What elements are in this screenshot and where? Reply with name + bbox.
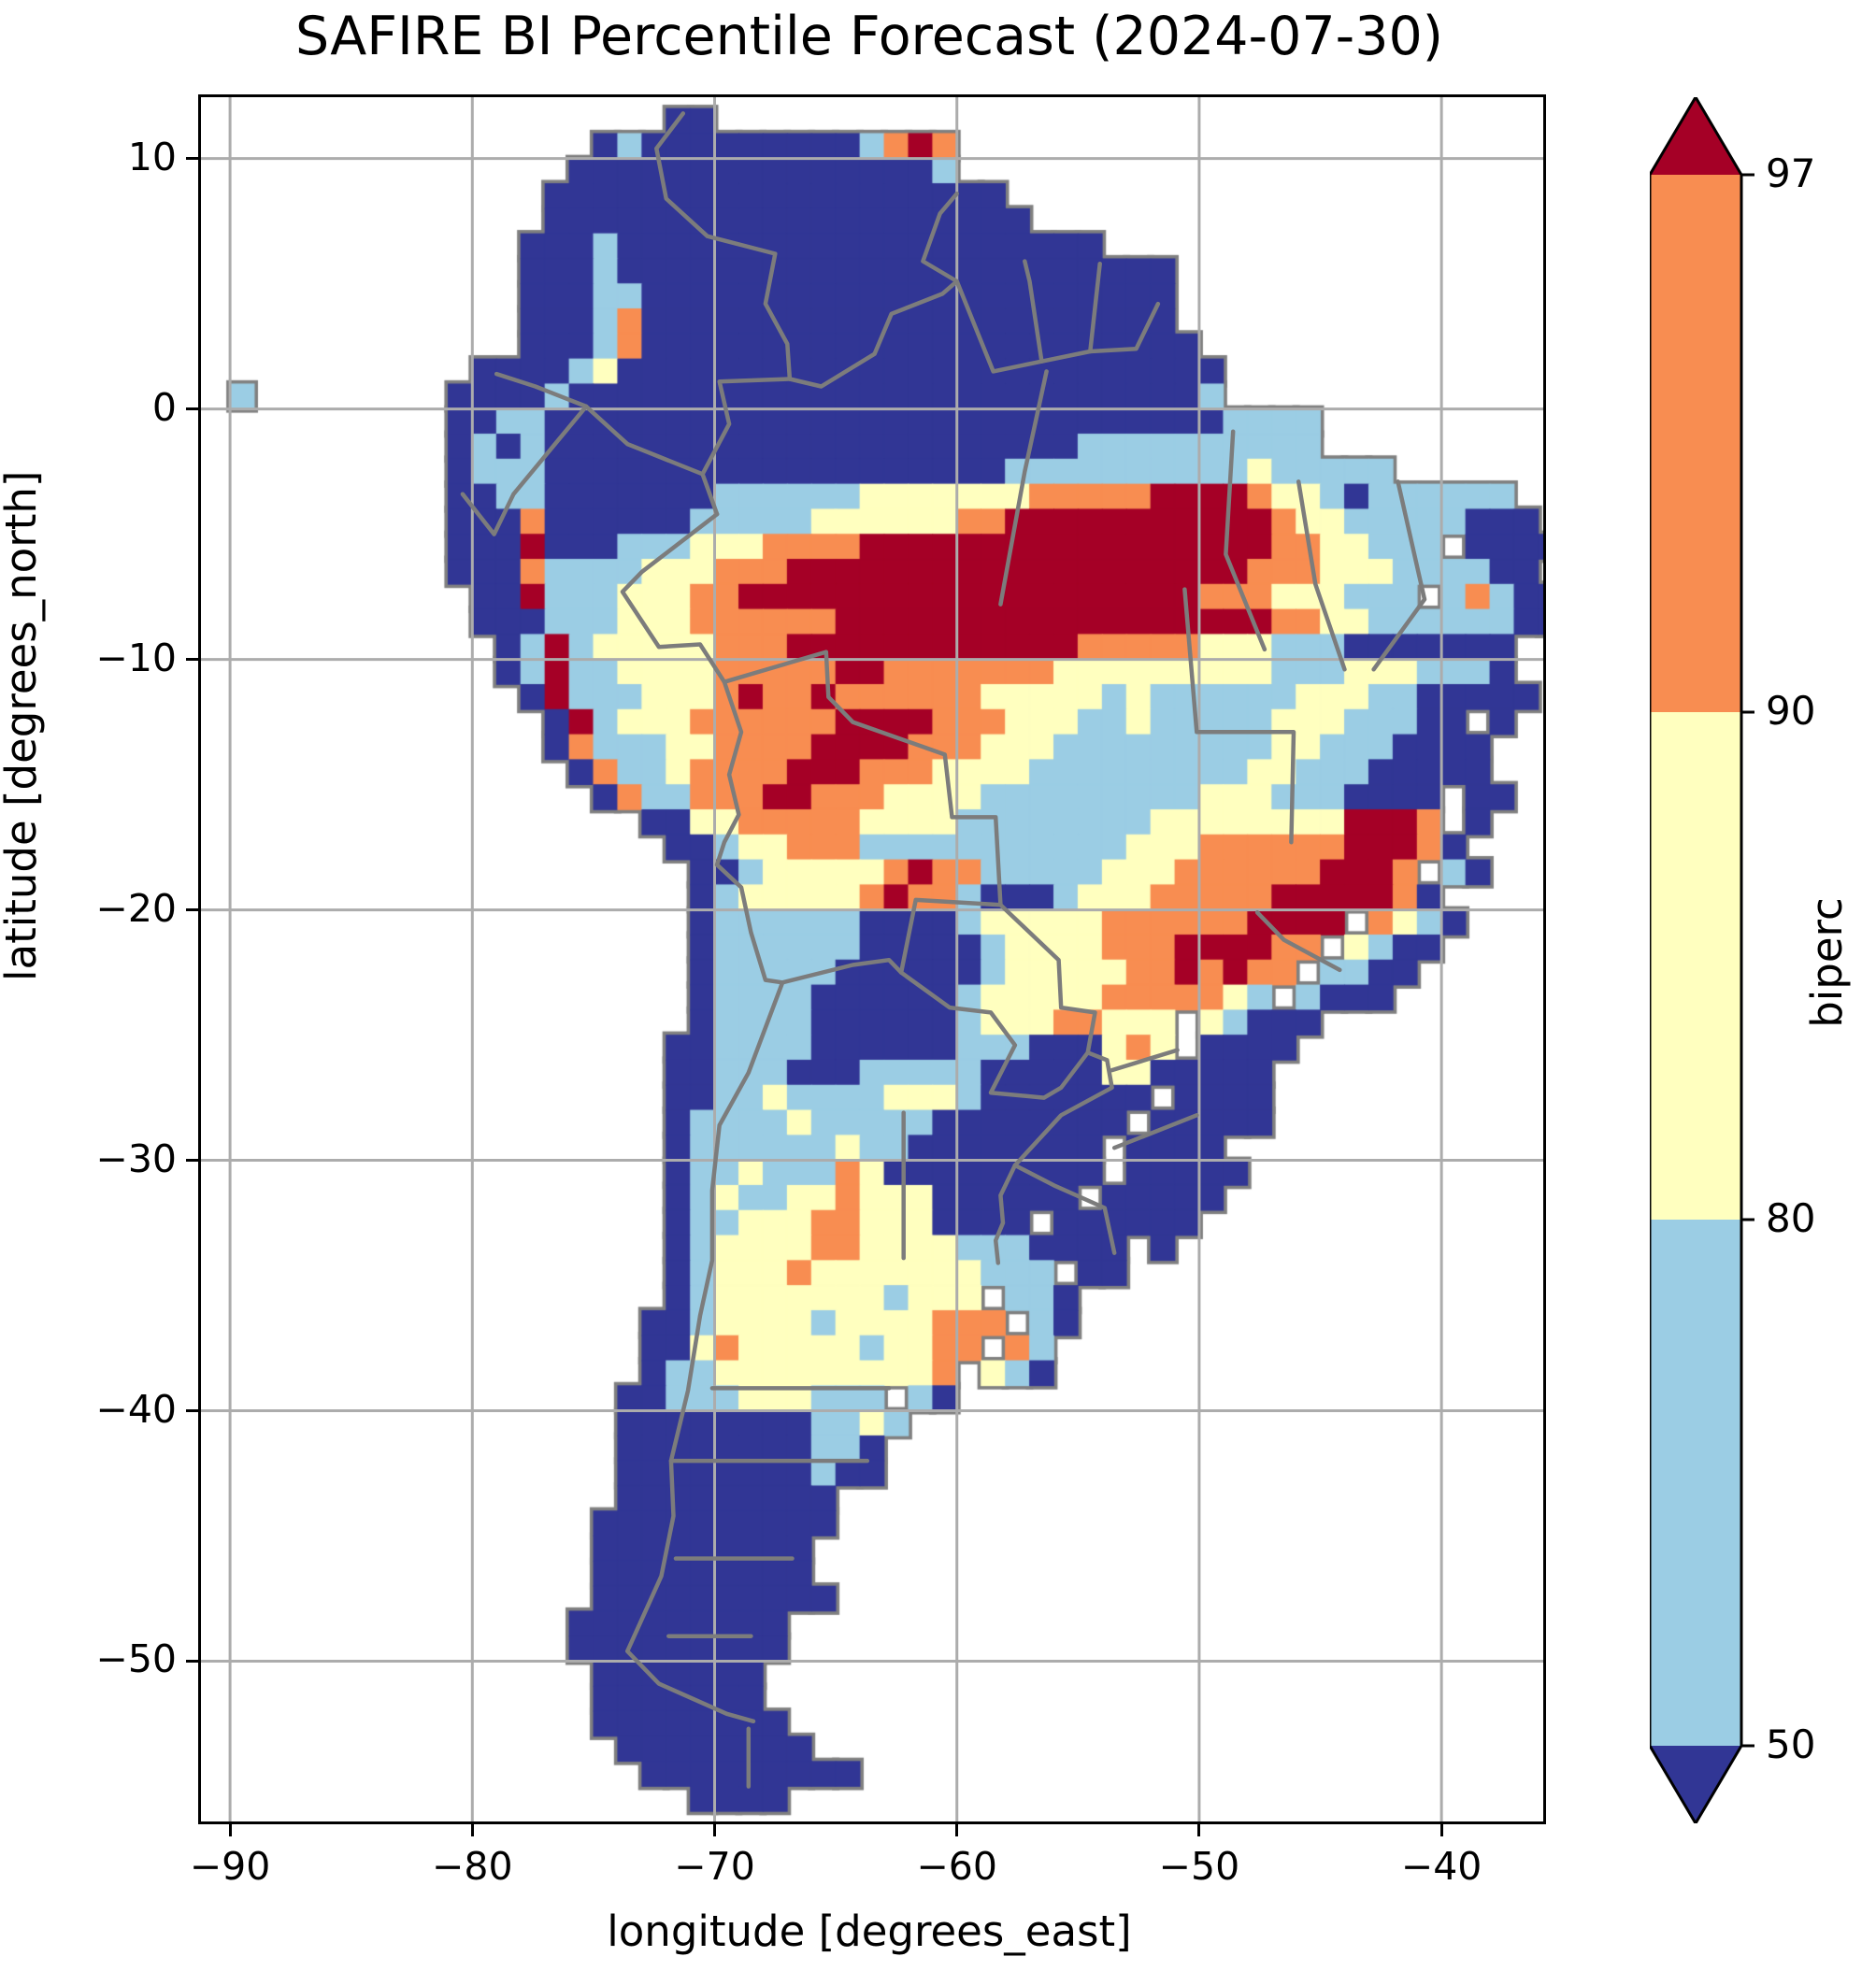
map-overlay: [201, 97, 1543, 1821]
border-suriname-french-guiana: [1039, 261, 1102, 364]
border-colombia-ecuador: [494, 371, 589, 409]
x-tick-mark: [1197, 1824, 1201, 1836]
border-paraguay-brazil: [998, 902, 1097, 1055]
x-tick-mark: [955, 1824, 959, 1836]
border-peru-brazil: [620, 511, 727, 684]
colorbar: [1650, 97, 1754, 1823]
border-guyana-brazil: [954, 259, 1044, 374]
colorbar-tick-label: 90: [1766, 688, 1816, 734]
border-argentina-chile: [624, 980, 785, 1724]
colorbar-tick-label: 97: [1766, 150, 1816, 196]
colorbar-segment: [1650, 712, 1741, 1220]
colorbar-tick-label: 80: [1766, 1195, 1816, 1241]
x-tick-mark: [470, 1824, 474, 1836]
x-tick-mark: [1439, 1824, 1443, 1836]
y-axis-label: latitude [degrees_north]: [0, 470, 46, 981]
plot-area: [198, 94, 1546, 1824]
graticule-gridlines: [201, 97, 1543, 1821]
x-tick-label: −50: [1158, 1844, 1240, 1889]
colorbar-segment: [1650, 175, 1741, 712]
y-tick-mark: [186, 407, 198, 411]
x-tick-label: −80: [432, 1844, 513, 1889]
x-tick-mark: [228, 1824, 232, 1836]
plot-title: SAFIRE BI Percentile Forecast (2024-07-3…: [295, 6, 1443, 67]
colorbar-tick-label: 50: [1766, 1721, 1816, 1767]
y-tick-label: −30: [95, 1135, 177, 1181]
border-ecuador-peru: [460, 404, 589, 536]
y-tick-mark: [186, 1659, 198, 1663]
border-state-parana-santacatarina: [1110, 1048, 1180, 1073]
border-paraguay-argentina: [898, 970, 1090, 1100]
border-venezuela-brazil-guyana: [787, 191, 959, 389]
y-tick-mark: [186, 1159, 198, 1163]
border-state-tocantins-goias-bahia: [1182, 587, 1296, 845]
border-state-amazonas-para: [998, 369, 1049, 607]
border-bolivia-paraguay: [898, 897, 1003, 975]
x-tick-label: −60: [916, 1844, 997, 1889]
border-state-maranhao-piaui: [1296, 479, 1347, 672]
colorbar-segment: [1650, 1746, 1741, 1823]
y-tick-mark: [186, 157, 198, 161]
border-state-para-tocantins: [1224, 429, 1267, 652]
y-tick-label: −10: [95, 635, 177, 680]
border-argentina-uruguay: [993, 1163, 1018, 1265]
y-tick-label: 0: [151, 384, 177, 430]
y-tick-label: −50: [95, 1636, 177, 1682]
border-colombia-brazil: [700, 377, 793, 477]
border-bolivia-brazil: [722, 650, 1003, 907]
border-argentina-brazil: [1012, 1050, 1114, 1168]
y-tick-mark: [186, 908, 198, 912]
border-state-santacatarina-riograndedosul: [1111, 1113, 1199, 1150]
border-french-guiana-brazil: [1088, 301, 1161, 354]
y-tick-mark: [186, 1409, 198, 1413]
colorbar-segment: [1650, 1220, 1741, 1746]
border-colombia-venezuela: [654, 111, 793, 381]
admin-borders: [460, 111, 1427, 1789]
border-uruguay-brazil: [1012, 1163, 1117, 1255]
x-tick-label: −90: [189, 1844, 271, 1889]
y-tick-label: 10: [127, 134, 177, 179]
border-chile-bolivia-argentina: [714, 863, 904, 985]
y-tick-label: −20: [95, 885, 177, 931]
border-state-minas-saopaulo: [1254, 910, 1342, 973]
border-colombia-peru: [583, 404, 720, 517]
y-tick-label: −40: [95, 1386, 177, 1432]
x-tick-label: −40: [1400, 1844, 1482, 1889]
border-state-piaui-ceara: [1371, 479, 1427, 672]
border-peru-bolivia: [714, 679, 744, 867]
y-tick-mark: [186, 658, 198, 662]
x-tick-label: −70: [674, 1844, 755, 1889]
x-axis-label: longitude [degrees_east]: [607, 1907, 1132, 1956]
colorbar-segment: [1650, 97, 1741, 175]
colorbar-label: biperc: [1802, 897, 1852, 1028]
x-tick-mark: [713, 1824, 717, 1836]
